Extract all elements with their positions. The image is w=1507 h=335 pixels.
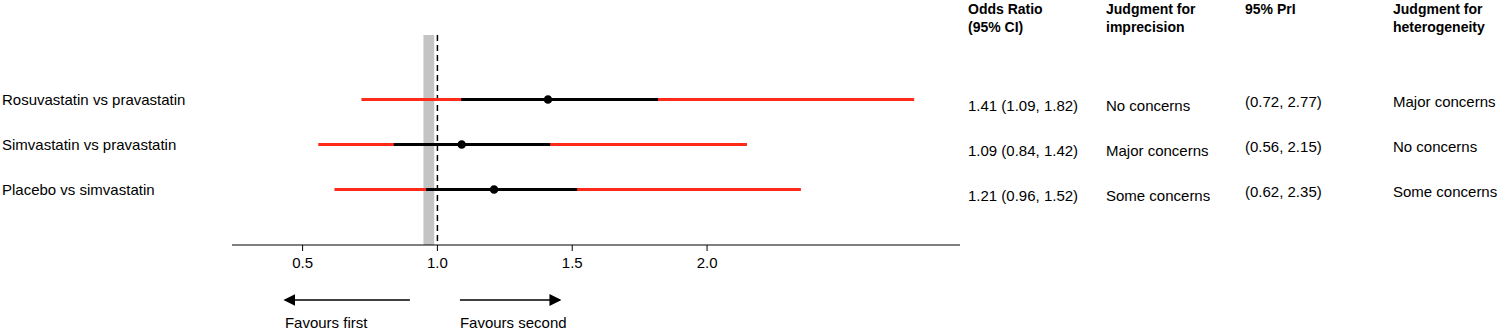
html-text:Some concerns: Some concerns (1393, 182, 1498, 200)
html-text:Major concerns: Major concerns (1393, 92, 1496, 110)
html-text:No concerns: No concerns (1393, 137, 1478, 155)
html-text:Odds Ratio: Odds Ratio (968, 1, 1043, 17)
html-text:Judgment for: Judgment for (1393, 1, 1483, 17)
svg-text:2.0: 2.0 (697, 254, 718, 271)
html-text:95% PrI: 95% PrI (1245, 1, 1296, 17)
html-text:(0.72, 2.77): (0.72, 2.77) (1245, 92, 1322, 110)
html-text:Some concerns: Some concerns (1106, 186, 1211, 204)
html-text:Simvastatin vs pravastatin: Simvastatin vs pravastatin (2, 135, 177, 153)
html-text:Favours first: Favours first (284, 313, 368, 331)
html-text:(95% CI): (95% CI) (968, 19, 1024, 35)
html-text:1.21 (0.96, 1.52): 1.21 (0.96, 1.52) (968, 186, 1079, 204)
html-text:imprecision: imprecision (1106, 19, 1185, 35)
html-text:1.09 (0.84, 1.42): 1.09 (0.84, 1.42) (968, 141, 1079, 159)
html-text:Favours second: Favours second (459, 313, 567, 331)
html-text:No concerns: No concerns (1106, 96, 1191, 114)
html-text:Rosuvastatin vs pravastatin: Rosuvastatin vs pravastatin (2, 90, 186, 108)
html-text:(0.62, 2.35): (0.62, 2.35) (1245, 182, 1322, 200)
html-text:1.41 (1.09, 1.82): 1.41 (1.09, 1.82) (968, 96, 1079, 114)
svg-text:0.5: 0.5 (292, 254, 313, 271)
html-text:Major concerns: Major concerns (1106, 141, 1209, 159)
html-text:heterogeneity: heterogeneity (1393, 19, 1485, 35)
html-text:(0.56, 2.15): (0.56, 2.15) (1245, 137, 1322, 155)
svg-text:1.0: 1.0 (427, 254, 448, 271)
html-text:Placebo vs simvastatin: Placebo vs simvastatin (2, 180, 155, 198)
html-text:Judgment for: Judgment for (1106, 1, 1196, 17)
svg-text:1.5: 1.5 (562, 254, 583, 271)
